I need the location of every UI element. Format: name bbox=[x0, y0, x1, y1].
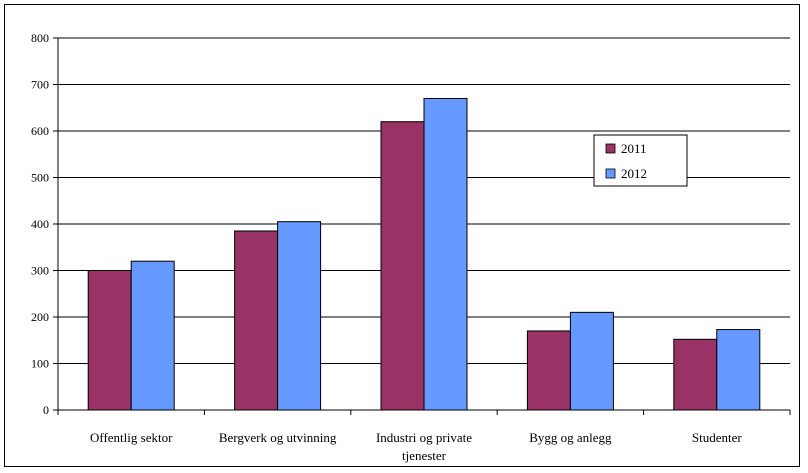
labels: 0 100 200 300 400 500 600 700 800 Offentlig sekto… bbox=[31, 31, 742, 463]
bar-2012-4 bbox=[716, 329, 761, 411]
bar-2011-1 bbox=[234, 230, 279, 411]
legend-label-2012: 2012 bbox=[621, 166, 647, 181]
y-tick-label: 300 bbox=[31, 264, 49, 278]
y-tick-label: 100 bbox=[31, 357, 49, 371]
y-tick-label: 0 bbox=[43, 403, 49, 417]
legend-label-2011: 2011 bbox=[621, 141, 647, 156]
x-category-label: Studenter bbox=[692, 430, 742, 445]
y-tick-label: 700 bbox=[31, 78, 49, 92]
legend: 2011 2012 bbox=[593, 134, 688, 187]
legend-swatch-2012 bbox=[605, 168, 616, 179]
axes bbox=[53, 37, 791, 415]
bar-2012-1 bbox=[277, 221, 322, 411]
bar-2011-2 bbox=[380, 121, 425, 411]
x-category-label: Bygg og anlegg bbox=[529, 430, 612, 445]
bar-2011-4 bbox=[673, 338, 718, 411]
y-tick-label: 500 bbox=[31, 171, 49, 185]
y-tick-label: 800 bbox=[31, 31, 49, 45]
legend-swatch-2011 bbox=[605, 143, 616, 154]
x-category-label: Bergverk og utvinning bbox=[219, 430, 337, 445]
y-tick-label: 200 bbox=[31, 310, 49, 324]
x-category-label: Industri og private tjenester bbox=[376, 430, 472, 463]
bar-2012-3 bbox=[569, 311, 614, 411]
bar-2011-3 bbox=[526, 330, 571, 411]
bar-2012-0 bbox=[130, 260, 175, 411]
bars bbox=[87, 97, 761, 411]
bar-2012-2 bbox=[423, 97, 468, 411]
y-tick-label: 400 bbox=[31, 217, 49, 231]
bar-2011-0 bbox=[87, 270, 132, 411]
x-category-label: Offentlig sektor bbox=[90, 430, 173, 445]
y-tick-label: 600 bbox=[31, 124, 49, 138]
